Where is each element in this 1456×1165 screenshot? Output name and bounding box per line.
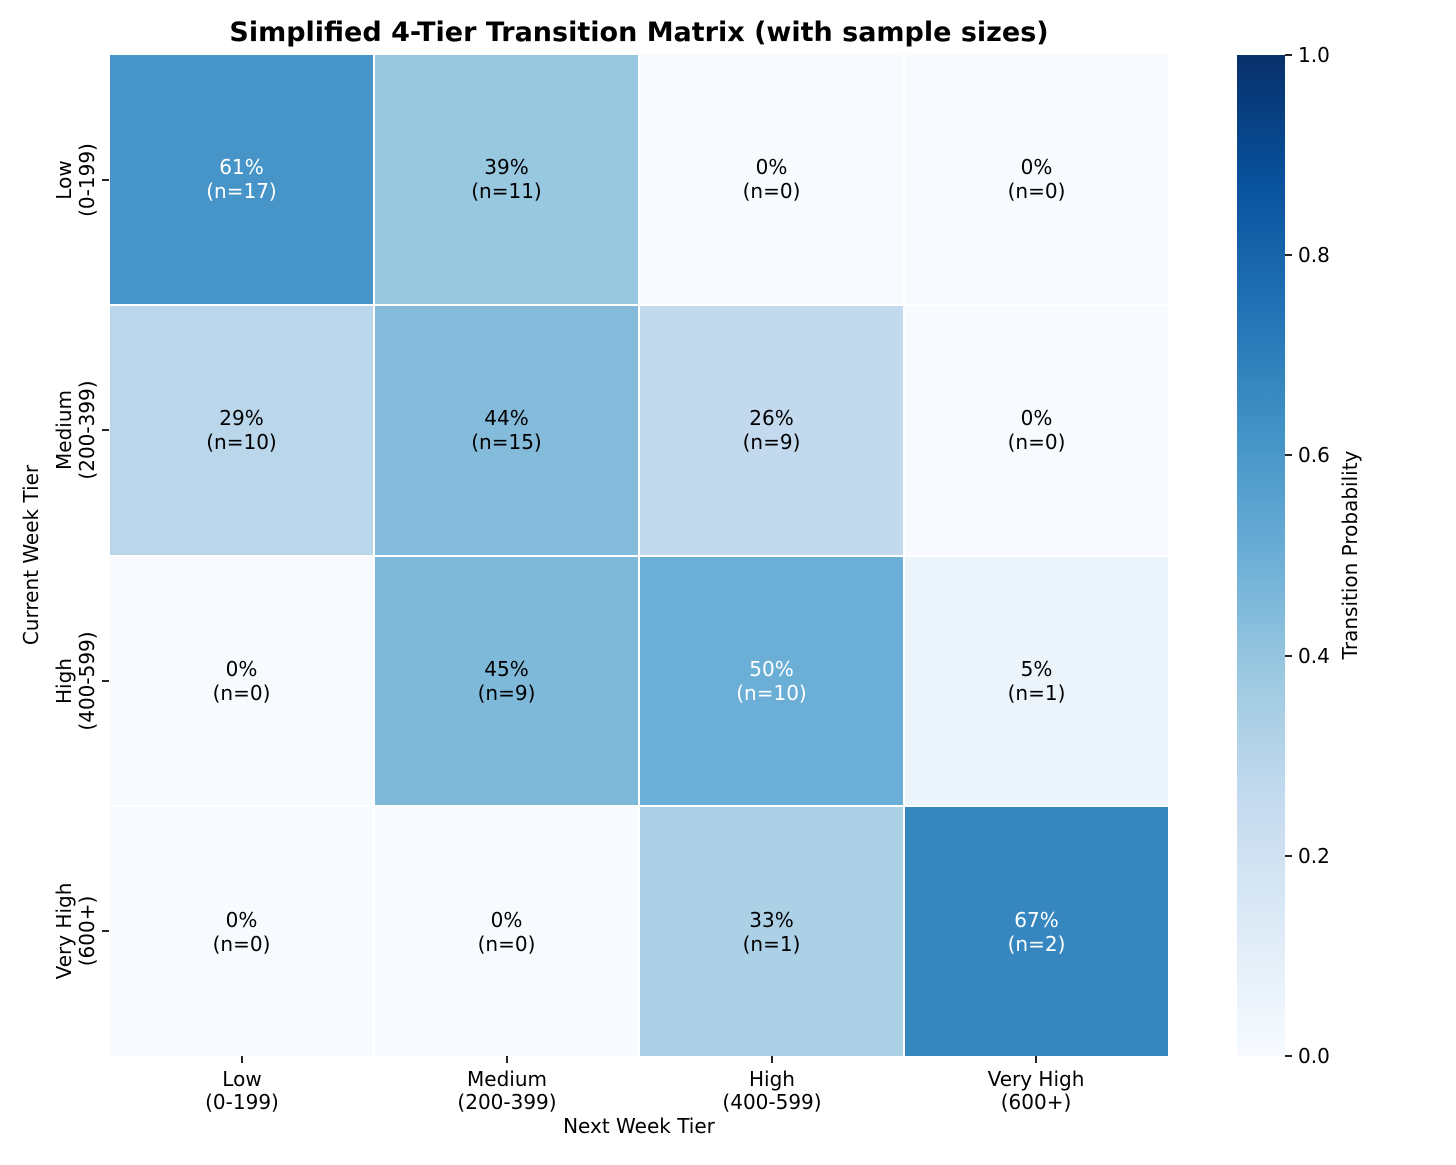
cell-percent-label: 44%: [484, 406, 529, 431]
x-tick-label: Medium (200-399): [457, 1068, 556, 1114]
x-tick-mark: [241, 1056, 243, 1063]
y-tick-range: (0-199): [75, 143, 99, 217]
y-tick-tier: High: [52, 658, 76, 704]
heatmap-cell: 0% (n=0): [640, 55, 903, 304]
cell-n-label: (n=0): [212, 931, 271, 956]
cell-percent-label: 0%: [1020, 406, 1053, 431]
cell-n-label: (n=17): [206, 179, 277, 204]
heatmap-cell: 0% (n=0): [375, 807, 638, 1056]
x-tick-mark: [1035, 1056, 1037, 1063]
x-tick-range: (400-599): [722, 1090, 822, 1114]
heatmap-cell: 50% (n=10): [640, 556, 903, 806]
heatmap-cell: 26% (n=9): [640, 305, 903, 555]
x-tick-label: Very High (600+): [988, 1068, 1085, 1114]
heatmap-cell: 5% (n=1): [905, 556, 1168, 806]
cell-percent-label: 0%: [225, 656, 258, 681]
cell-n-label: (n=9): [477, 680, 536, 705]
cell-percent-label: 33%: [749, 907, 794, 932]
x-tick-tier: Low: [222, 1067, 262, 1091]
heatmap-cell: 33% (n=1): [640, 807, 903, 1056]
cell-percent-label: 61%: [219, 155, 264, 180]
colorbar-tick-mark: [1285, 655, 1292, 657]
cell-percent-label: 26%: [749, 406, 794, 431]
cell-percent-label: 0%: [1020, 155, 1053, 180]
heatmap-cell: 39% (n=11): [375, 55, 638, 304]
y-tick-tier: Medium: [52, 390, 76, 470]
heatmap-cell: 0% (n=0): [905, 305, 1168, 555]
cell-percent-label: 5%: [1020, 656, 1053, 681]
y-tick-mark: [102, 680, 109, 682]
cell-percent-label: 0%: [755, 155, 788, 180]
cell-n-label: (n=15): [471, 430, 542, 455]
colorbar-tick-label: 0.6: [1298, 443, 1330, 467]
heatmap-cell: 29% (n=10): [110, 305, 373, 555]
heatmap-grid: 61% (n=17) 39% (n=11) 0% (n=0) 0% (n=0) …: [110, 55, 1168, 1056]
cell-percent-label: 39%: [484, 155, 529, 180]
heatmap-cell: 0% (n=0): [110, 556, 373, 806]
cell-percent-label: 29%: [219, 406, 264, 431]
heatmap-cell: 61% (n=17): [110, 55, 373, 304]
cell-n-label: (n=0): [477, 931, 536, 956]
y-tick-mark: [102, 179, 109, 181]
cell-percent-label: 67%: [1014, 907, 1059, 932]
y-tick-label: Medium (200-399): [52, 380, 99, 480]
cell-n-label: (n=1): [1007, 680, 1066, 705]
x-tick-range: (600+): [1000, 1090, 1072, 1114]
cell-n-label: (n=0): [742, 179, 801, 204]
y-tick-mark: [102, 429, 109, 431]
colorbar-tick-label: 1.0: [1298, 43, 1330, 67]
y-tick-tier: Low: [52, 160, 76, 200]
cell-n-label: (n=9): [742, 430, 801, 455]
y-tick-range: (200-399): [75, 380, 99, 480]
x-axis-label: Next Week Tier: [563, 1114, 715, 1138]
cell-n-label: (n=0): [1007, 179, 1066, 204]
cell-n-label: (n=2): [1007, 931, 1066, 956]
y-tick-tier: Very High: [52, 882, 76, 980]
colorbar-tick-mark: [1285, 855, 1292, 857]
cell-n-label: (n=0): [212, 680, 271, 705]
cell-n-label: (n=1): [742, 931, 801, 956]
cell-percent-label: 0%: [225, 907, 258, 932]
colorbar-tick-label: 0.8: [1298, 243, 1330, 267]
heatmap-cell: 44% (n=15): [375, 305, 638, 555]
page-title: Simplified 4-Tier Transition Matrix (wit…: [229, 17, 1049, 48]
colorbar-tick-mark: [1285, 454, 1292, 456]
x-tick-range: (200-399): [457, 1090, 557, 1114]
x-tick-range: (0-199): [205, 1090, 279, 1114]
colorbar-tick-mark: [1285, 54, 1292, 56]
cell-percent-label: 45%: [484, 656, 529, 681]
colorbar-tick-label: 0.4: [1298, 644, 1330, 668]
x-tick-tier: Medium: [467, 1067, 547, 1091]
heatmap-cell: 67% (n=2): [905, 807, 1168, 1056]
heatmap-cell: 45% (n=9): [375, 556, 638, 806]
heatmap-cell: 0% (n=0): [905, 55, 1168, 304]
cell-n-label: (n=0): [1007, 430, 1066, 455]
y-tick-label: High (400-599): [52, 631, 99, 731]
colorbar-tick-label: 0.0: [1298, 1044, 1330, 1068]
colorbar-gradient: [1237, 55, 1285, 1056]
x-tick-tier: Very High: [987, 1067, 1085, 1091]
cell-percent-label: 50%: [749, 656, 794, 681]
x-tick-label: Low (0-199): [205, 1068, 279, 1114]
x-tick-mark: [771, 1056, 773, 1063]
colorbar-tick-mark: [1285, 1055, 1292, 1057]
cell-n-label: (n=10): [736, 680, 807, 705]
y-axis-label: Current Week Tier: [19, 464, 43, 646]
cell-n-label: (n=10): [206, 430, 277, 455]
colorbar-tick-mark: [1285, 254, 1292, 256]
colorbar-tick-label: 0.2: [1298, 844, 1330, 868]
x-tick-tier: High: [749, 1067, 795, 1091]
colorbar-axis-label: Transition Probability: [1338, 450, 1362, 660]
y-tick-label: Very High (600+): [52, 882, 99, 980]
heatmap-cell: 0% (n=0): [110, 807, 373, 1056]
y-tick-range: (600+): [75, 895, 99, 967]
cell-n-label: (n=11): [471, 179, 542, 204]
x-tick-label: High (400-599): [722, 1068, 821, 1114]
y-tick-range: (400-599): [75, 631, 99, 731]
x-tick-mark: [506, 1056, 508, 1063]
y-tick-mark: [102, 930, 109, 932]
y-tick-label: Low (0-199): [52, 143, 99, 217]
cell-percent-label: 0%: [490, 907, 523, 932]
